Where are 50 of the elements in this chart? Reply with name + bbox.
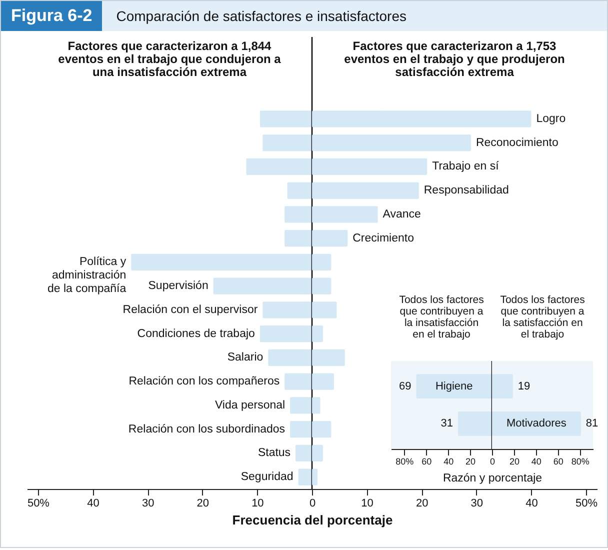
y-tick-label: Crecimiento — [352, 232, 414, 244]
y-tick-label: Reconocimiento — [476, 136, 558, 149]
x-tick-label: 20 — [196, 498, 210, 510]
x-tick-label: 40 — [444, 456, 454, 466]
y-tick-label: Política y administración de la compañía — [47, 256, 127, 296]
chart-subtitle: Comparación de satisfactores e insatisfactores — [116, 8, 406, 24]
x-tick-label: 0 — [309, 498, 316, 510]
text: Factores que caracterizaron a 1,753 eventos en el trabajo y que produjeron satisfacción extrema — [344, 39, 565, 79]
y-tick-label: Avance — [382, 208, 421, 220]
data-label: 31 — [440, 418, 453, 430]
x-tick-label: 80% — [396, 456, 414, 466]
x-tick-label: 20 — [416, 498, 428, 510]
y-tick-label: Condiciones de trabajo — [137, 328, 255, 340]
y-tick-label: Salario — [227, 352, 264, 364]
x-tick-label: 60 — [422, 456, 432, 466]
y-tick-label: Responsabilidad — [424, 184, 509, 197]
x-tick-label: 10 — [361, 498, 374, 510]
x-tick-label: 20 — [509, 456, 520, 466]
y-tick-label: Trabajo en sí — [432, 160, 500, 173]
data-label: 19 — [518, 380, 530, 392]
y-tick-label: Relación con los subordinados — [128, 423, 286, 436]
x-axis-title: Frecuencia del porcentaje — [232, 512, 393, 528]
x-tick-label: 40 — [531, 456, 542, 466]
x-tick-label: 0 — [490, 456, 496, 466]
y-tick-label: Vida personal — [214, 399, 286, 412]
y-tick-label: Relación con el supervisor — [122, 304, 258, 316]
x-tick-label: 20 — [466, 456, 476, 466]
y-tick-label: Logro — [536, 112, 566, 125]
x-tick-label: 50% — [27, 498, 50, 510]
text: Factores que caracterizaron a 1,844 eventos en el trabajo que condujeron a una insatisfacción extrema — [58, 39, 282, 79]
y-tick-label: Relación con los compañeros — [128, 376, 280, 388]
x-tick-label: 10 — [252, 498, 264, 510]
y-tick-label: Seguridad — [240, 471, 294, 484]
annotation: Todos los factores que contribuyen a la satisfacción en el trabajo — [500, 294, 585, 340]
x-tick-label: 30 — [470, 498, 484, 510]
y-tick-label: Higiene — [435, 380, 473, 392]
x-tick-label: 80% — [571, 456, 590, 466]
data-label: 69 — [399, 380, 412, 392]
x-tick-label: 60 — [553, 456, 564, 466]
x-tick-label: 30 — [142, 498, 154, 510]
annotation: Todos los factores que contribuyen a la insatisfacción en el trabajo — [399, 294, 484, 340]
x-tick-label: 50% — [576, 498, 598, 510]
x-tick-label: 40 — [87, 498, 100, 510]
chart-title: Figura 6-2 — [1, 1, 102, 31]
y-tick-label: Status — [258, 447, 291, 460]
y-tick-label: Motivadores — [506, 418, 567, 430]
y-tick-label: Supervisión — [148, 280, 208, 292]
data-label: 81 — [586, 418, 598, 430]
x-axis-title: Razón y porcentaje — [442, 472, 542, 484]
x-tick-label: 40 — [526, 498, 538, 510]
